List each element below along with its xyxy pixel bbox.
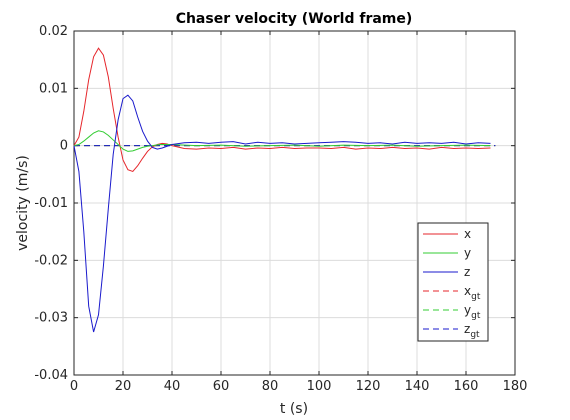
x-axis-label: t (s) <box>280 401 308 417</box>
y-tick-label: -0.02 <box>34 253 68 268</box>
x-tick-label: 100 <box>307 379 332 394</box>
x-tick-label: 180 <box>503 379 528 394</box>
chart-title: Chaser velocity (World frame) <box>176 11 413 27</box>
legend-entry: y <box>464 246 471 260</box>
y-tick-label: -0.03 <box>34 311 68 326</box>
x-tick-label: 160 <box>454 379 479 394</box>
series-line-y <box>74 131 491 152</box>
x-tick-label: 0 <box>70 379 78 394</box>
y-tick-label: 0.02 <box>39 24 68 39</box>
y-tick-label: 0.01 <box>39 81 68 96</box>
y-tick-label: -0.04 <box>34 368 68 383</box>
x-tick-label: 20 <box>115 379 132 394</box>
y-tick-label: 0 <box>60 139 68 154</box>
y-axis-label: velocity (m/s) <box>15 155 31 251</box>
x-tick-label: 120 <box>356 379 381 394</box>
y-tick-label: -0.01 <box>34 196 68 211</box>
legend-entry: z <box>464 265 470 279</box>
x-tick-label: 80 <box>262 379 279 394</box>
legend-box <box>418 223 488 341</box>
x-tick-label: 40 <box>164 379 181 394</box>
series-line-x <box>74 48 491 171</box>
x-tick-label: 140 <box>405 379 430 394</box>
legend-entry: x <box>464 227 471 241</box>
x-tick-label: 60 <box>213 379 230 394</box>
